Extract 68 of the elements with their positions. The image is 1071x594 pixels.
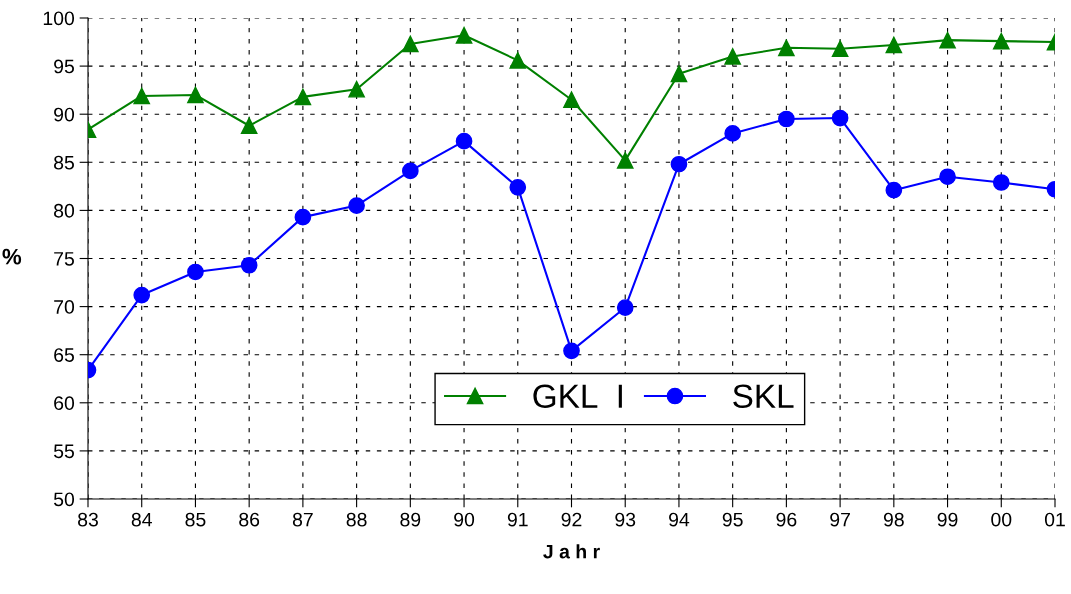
x-tick-label: 83 [78,512,98,527]
x-tick-label: 88 [346,512,367,527]
x-tick-label: 87 [292,512,313,527]
point [133,87,151,105]
x-tick-label: 01 [1044,512,1065,527]
point [724,125,742,142]
x-tick-label: 92 [561,512,582,527]
y-tick-label: 90 [54,107,75,122]
y-tick-label: 55 [53,444,74,459]
x-tick-label: 91 [507,512,528,527]
point [724,48,742,65]
x-tick-label: 90 [454,512,475,527]
point [670,155,688,173]
point [187,263,204,281]
point [992,32,1010,50]
point [455,132,473,150]
y-tick-label: 60 [54,396,75,411]
point [133,286,151,304]
point [401,35,419,53]
x-tick-label: 95 [722,512,743,527]
point [348,197,365,214]
y-tick-label: 65 [54,348,74,362]
point [778,110,795,128]
point [294,208,312,226]
point [455,26,473,44]
point [616,152,634,169]
y-tick-label: 75 [54,252,74,266]
x-tick-label: 98 [883,512,904,527]
x-tick-label: 85 [185,512,206,527]
point [509,51,527,69]
point [348,80,365,98]
x-tick-label: 89 [400,512,421,527]
point [831,109,849,127]
point [240,117,258,135]
x-tick-label: 93 [615,512,636,527]
point [240,256,258,274]
y-tick-label: 50 [53,492,75,507]
point [885,181,903,199]
point [616,299,634,316]
y-tick-label: 95 [54,59,74,74]
x-tick-label: 86 [239,512,260,527]
x-axis-title: J a h r [543,544,600,559]
x-tick-label: 84 [131,512,152,527]
point [939,168,956,186]
point [563,342,580,360]
y-tick-label: 85 [54,155,74,170]
point [939,31,956,49]
y-tick-label: 70 [54,300,75,314]
x-tick-label: 99 [937,512,958,527]
point [670,65,688,83]
point [563,91,580,109]
point [401,162,419,180]
legend-label: GKL I [533,384,622,409]
x-tick-label: 96 [776,512,797,527]
x-tick-label: 97 [830,512,850,527]
y-tick-label: 100 [43,11,75,26]
point [885,36,903,54]
y-axis-title: % [2,248,22,265]
y-tick-label: 80 [54,203,75,218]
point [294,88,312,106]
point [831,40,849,58]
point [187,86,204,104]
x-tick-label: 00 [991,512,1012,527]
point [992,174,1010,191]
point [509,178,527,196]
point [778,39,795,57]
legend-label: SKL [733,384,794,409]
x-tick-label: 94 [669,512,690,527]
